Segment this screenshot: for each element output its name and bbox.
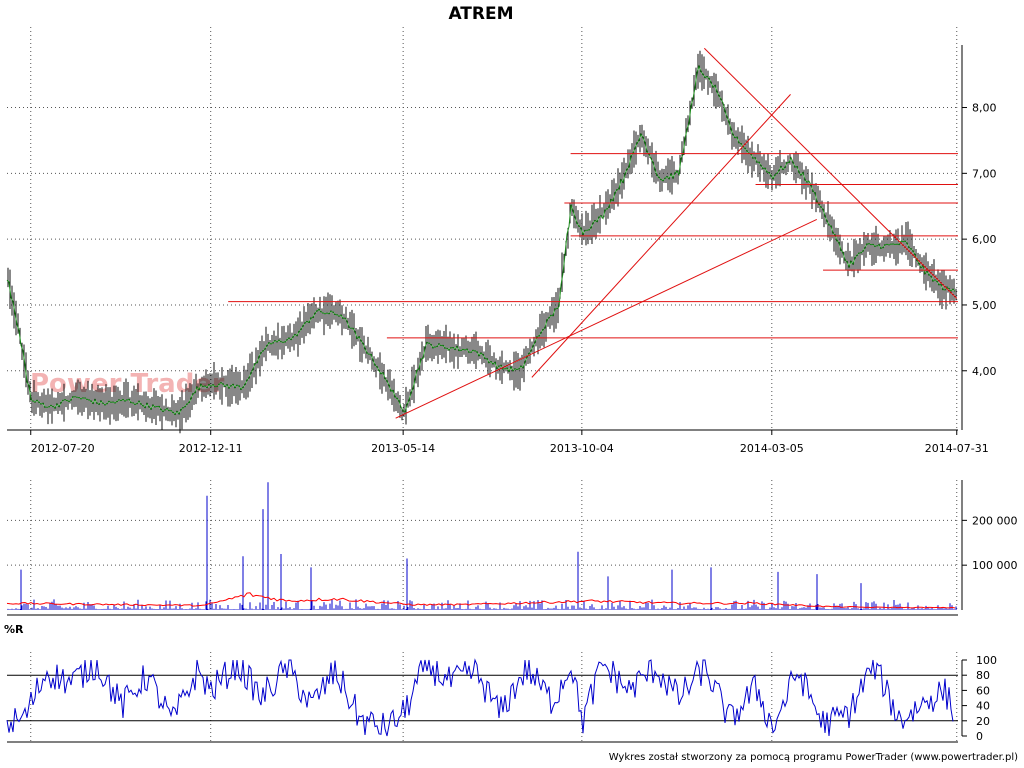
williams-r-line bbox=[6, 658, 954, 737]
wr-y-tick-label: 60 bbox=[976, 684, 990, 697]
volume-average-line bbox=[6, 592, 956, 609]
price-panel: 2012-07-20 2012-12-11 2013-05-14 2013-10-04… bbox=[6, 27, 997, 743]
williams-r-panel: 0 20 40 60 80 100 bbox=[6, 654, 997, 743]
williams-r-label: %R bbox=[4, 623, 24, 636]
x-tick-label: 2014-03-05 bbox=[740, 442, 804, 455]
volume-panel: 100 000 200 000 bbox=[6, 482, 1018, 610]
x-tick-label: 2013-10-04 bbox=[550, 442, 614, 455]
y-tick-label: 4,00 bbox=[972, 365, 997, 378]
y-tick-label: 8,00 bbox=[972, 102, 997, 115]
y-tick-label: 7,00 bbox=[972, 167, 997, 180]
volume-y-tick-label: 100 000 bbox=[972, 559, 1018, 572]
y-tick-label: 5,00 bbox=[972, 299, 997, 312]
x-tick-label: 2012-12-11 bbox=[179, 442, 243, 455]
x-tick-label: 2014-07-31 bbox=[925, 442, 989, 455]
x-tick-label: 2013-05-14 bbox=[371, 442, 435, 455]
volume-y-tick-label: 200 000 bbox=[972, 514, 1018, 527]
wr-y-tick-label: 80 bbox=[976, 669, 990, 682]
wr-y-tick-label: 0 bbox=[976, 730, 983, 743]
trendline bbox=[395, 218, 818, 419]
wr-y-tick-label: 100 bbox=[976, 654, 997, 667]
wr-y-tick-label: 20 bbox=[976, 715, 990, 728]
wr-y-tick-label: 40 bbox=[976, 700, 990, 713]
y-tick-label: 6,00 bbox=[972, 233, 997, 246]
price-line bbox=[6, 64, 956, 416]
trendline bbox=[531, 94, 791, 378]
chart-title: ATREM bbox=[448, 4, 513, 24]
footer-credit: Wykres został stworzony za pomocą progra… bbox=[609, 752, 1018, 763]
trendline bbox=[703, 47, 958, 299]
volume-bars bbox=[7, 482, 957, 610]
x-tick-label: 2012-07-20 bbox=[31, 442, 95, 455]
